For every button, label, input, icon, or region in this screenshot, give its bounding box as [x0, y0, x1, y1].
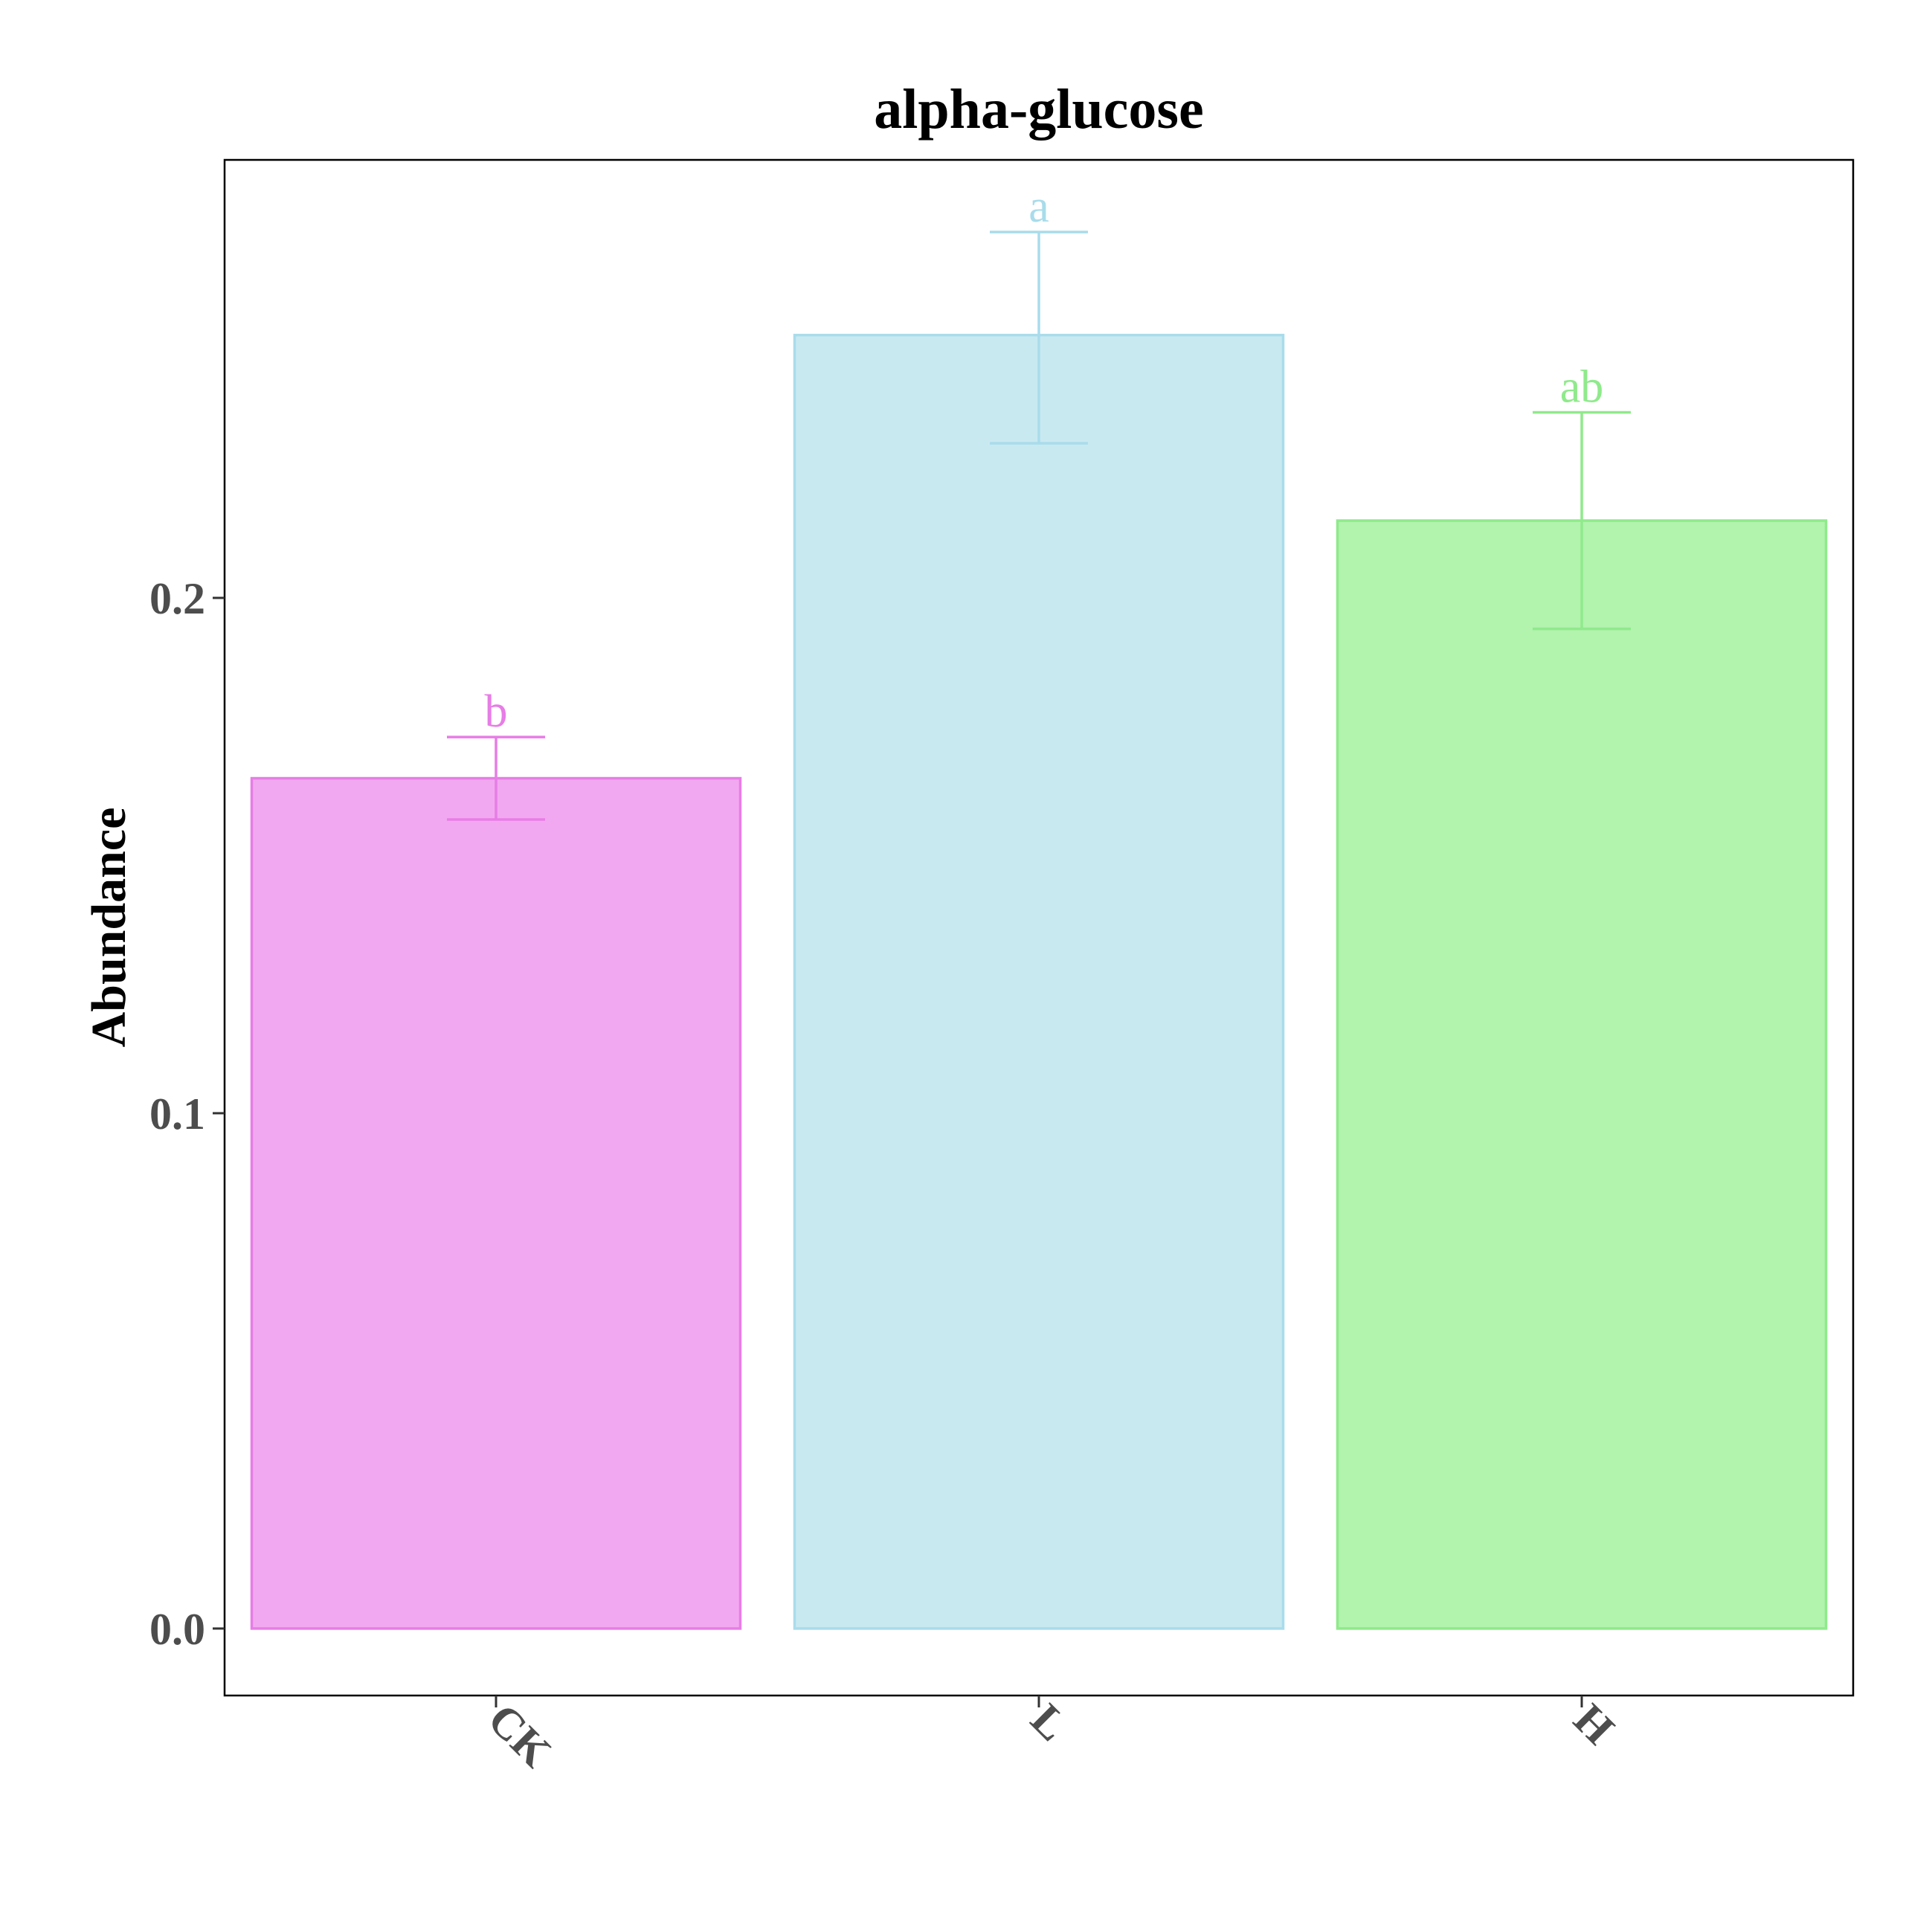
bars-layer [250, 333, 1828, 1630]
bar-l [793, 333, 1285, 1630]
error-bar-h [1533, 410, 1631, 631]
y-tick-label: 0.1 [149, 1089, 205, 1139]
significance-labels-layer: b a ab [485, 181, 1604, 737]
x-tick-label-h: H [1565, 1695, 1624, 1754]
chart-title: alpha-glucose [874, 78, 1203, 141]
significance-label-h: ab [1560, 362, 1604, 413]
x-tick-label-ck: CK [479, 1695, 561, 1777]
significance-label-l: a [1028, 181, 1049, 232]
x-tick-label-l: L [1022, 1695, 1078, 1751]
y-tick-label: 0.0 [149, 1605, 205, 1654]
y-axis-label: Abundance [82, 808, 136, 1048]
error-bars-layer [447, 231, 1631, 821]
y-axis: 0.0 0.1 0.2 [149, 574, 225, 1654]
x-axis: CK L H [479, 1695, 1624, 1777]
significance-label-ck: b [485, 686, 508, 737]
bar-h [1336, 519, 1828, 1630]
bar-ck [250, 776, 742, 1630]
y-tick-label: 0.2 [149, 574, 205, 623]
error-bar-l [990, 231, 1088, 445]
error-bar-ck [447, 735, 545, 821]
